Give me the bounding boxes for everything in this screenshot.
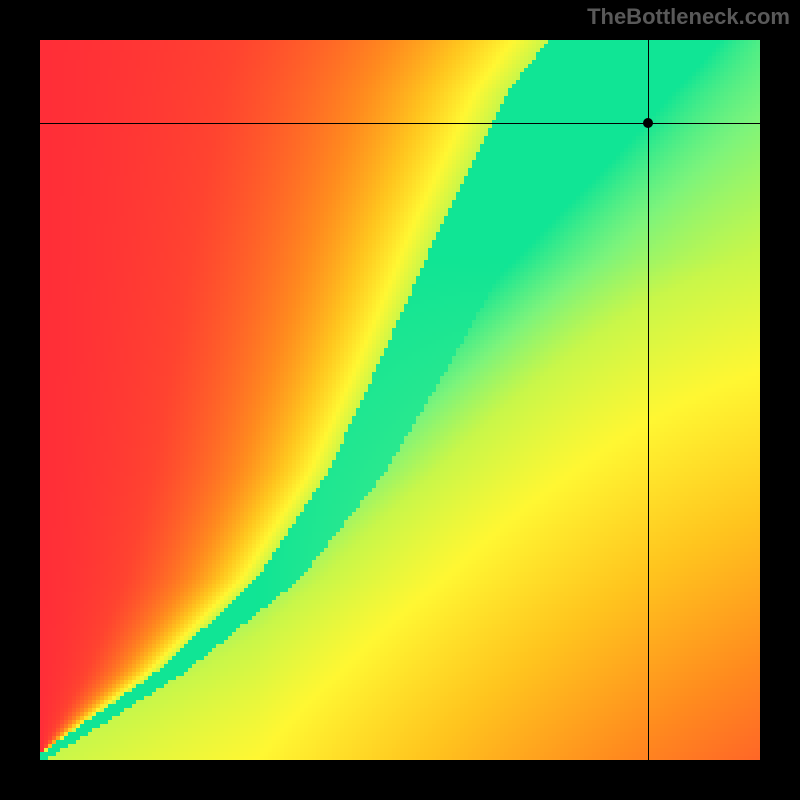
- heatmap-plot: [40, 40, 760, 760]
- heatmap-canvas: [40, 40, 760, 760]
- crosshair-vertical: [648, 40, 649, 760]
- crosshair-dot: [643, 118, 653, 128]
- watermark-text: TheBottleneck.com: [587, 4, 790, 30]
